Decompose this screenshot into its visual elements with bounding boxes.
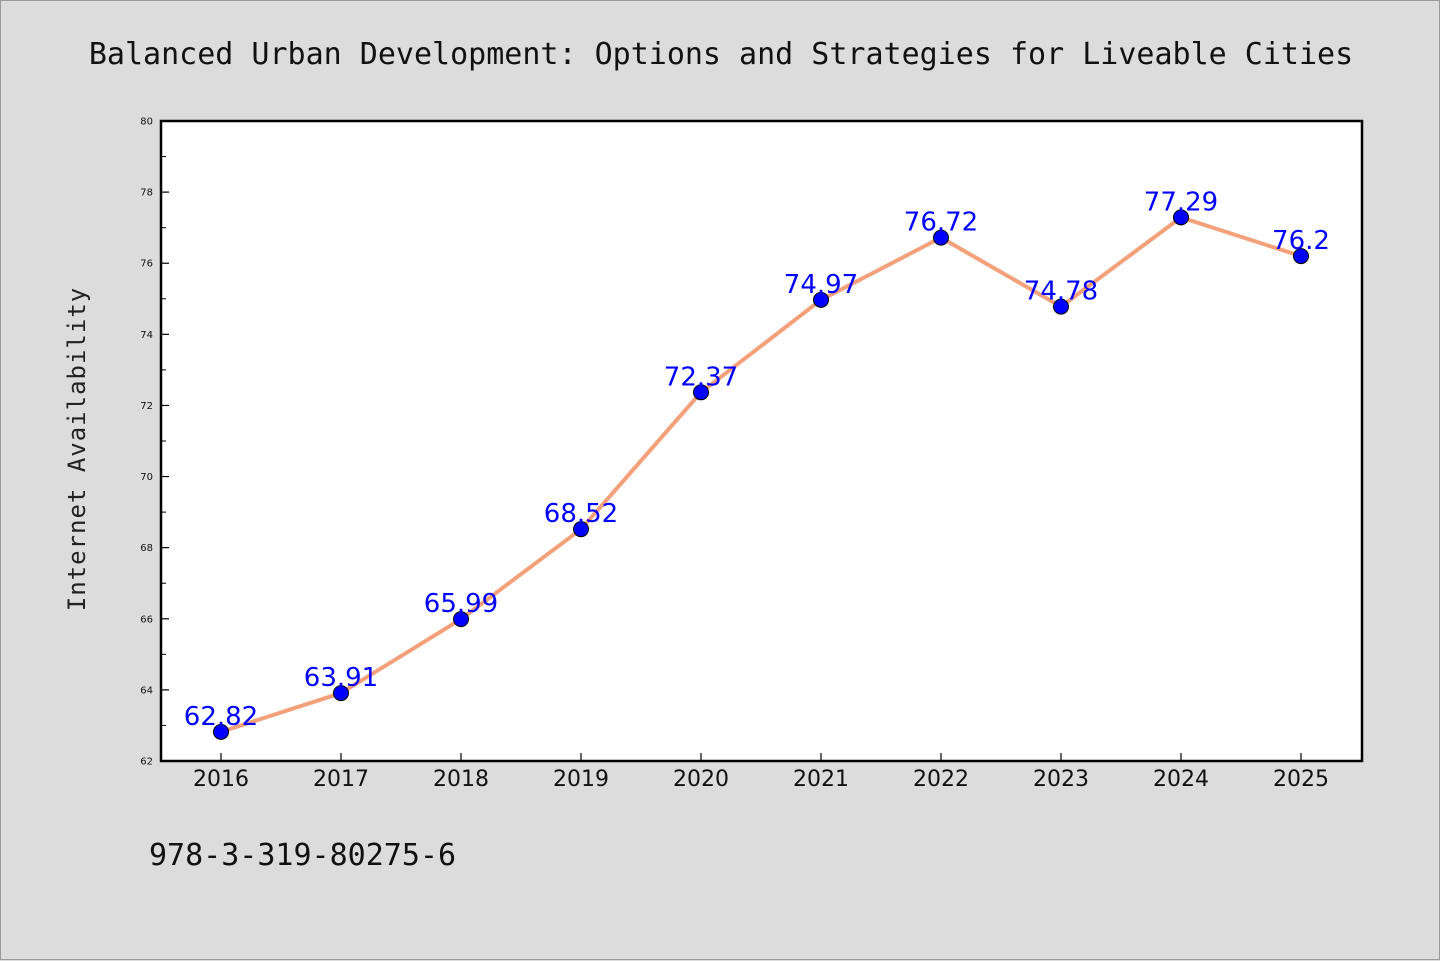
data-point	[573, 521, 589, 538]
x-tick-label: 2017	[313, 767, 369, 792]
data-point	[213, 723, 229, 740]
y-tick-label: 78	[140, 188, 153, 199]
y-axis: 62 64 66 68 70 72 74 76 78 80	[140, 117, 169, 768]
x-tick-label: 2016	[193, 767, 249, 792]
isbn-footer: 978-3-319-80275-6	[149, 838, 456, 873]
y-tick-label: 74	[140, 330, 153, 341]
data-label: 72.37	[664, 362, 738, 392]
data-label: 62.82	[184, 702, 258, 732]
data-point	[813, 291, 829, 308]
data-point	[1293, 248, 1309, 265]
plot-area	[159, 119, 1364, 763]
data-label: 63.91	[304, 663, 378, 693]
data-label: 76.2	[1272, 226, 1330, 256]
data-point	[453, 611, 469, 628]
y-axis-label: Internet Availability	[63, 287, 91, 611]
data-point	[1173, 209, 1189, 226]
y-tick-label: 64	[140, 685, 153, 696]
x-tick-label: 2021	[793, 767, 849, 792]
series-line	[219, 215, 1303, 734]
series-group	[213, 209, 1309, 740]
data-label: 65.99	[424, 589, 498, 619]
data-label: 74.97	[784, 270, 858, 300]
data-label: 68.52	[544, 499, 618, 529]
x-tick-label: 2023	[1033, 767, 1089, 792]
x-tick-label: 2018	[433, 767, 489, 792]
y-tick-label: 72	[140, 401, 153, 412]
y-tick-label: 70	[140, 472, 153, 483]
chart-title: Balanced Urban Development: Options and …	[89, 37, 1353, 72]
data-point	[333, 685, 349, 702]
data-point	[933, 229, 949, 246]
x-tick-label: 2019	[553, 767, 609, 792]
x-tick-label: 2024	[1153, 767, 1209, 792]
data-label: 77.29	[1144, 187, 1218, 217]
data-labels-group: 62.82 63.91 65.99 68.52 72.37 74.97 76.72 74.78…	[184, 187, 1330, 731]
y-tick-label: 66	[140, 614, 153, 625]
data-point	[1053, 298, 1069, 315]
x-tick-label: 2022	[913, 767, 969, 792]
x-axis: 2016 2017 2018 2019 2020 2021 2022 2023 2024 2025	[193, 753, 1329, 792]
x-tick-label: 2020	[673, 767, 729, 792]
data-label: 76.72	[904, 208, 978, 238]
y-tick-label: 68	[140, 543, 153, 554]
y-tick-label: 62	[140, 757, 153, 768]
x-tick-label: 2025	[1273, 767, 1329, 792]
data-label: 74.78	[1024, 277, 1098, 307]
data-point	[693, 384, 709, 401]
y-tick-label: 76	[140, 259, 153, 270]
y-tick-label: 80	[140, 117, 153, 128]
